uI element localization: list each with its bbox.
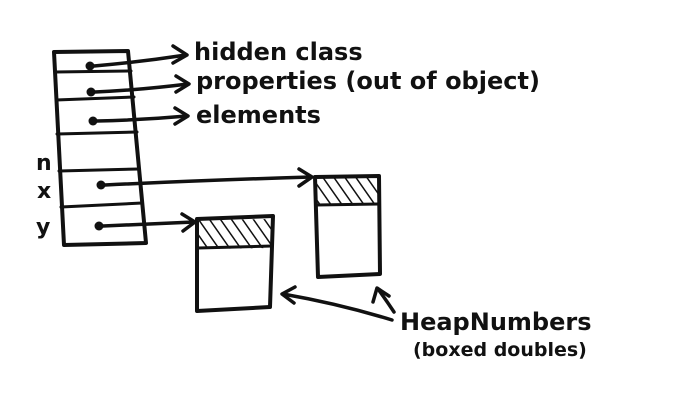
label-properties: properties (out of object) bbox=[196, 67, 540, 95]
js-object-box bbox=[52, 49, 148, 247]
arrow-hidden-class bbox=[92, 44, 189, 68]
label-field-n: n bbox=[36, 151, 52, 176]
pointer-dot-elements bbox=[88, 116, 98, 126]
pointer-dot-y bbox=[94, 221, 104, 231]
arrow-y bbox=[101, 212, 197, 233]
pointer-dot-properties bbox=[86, 87, 96, 97]
label-elements: elements bbox=[196, 101, 321, 129]
label-field-y: y bbox=[36, 215, 50, 240]
label-boxed-doubles: (boxed doubles) bbox=[413, 339, 587, 361]
arrow-x bbox=[103, 167, 314, 188]
pointer-dot-x bbox=[96, 180, 106, 190]
pointer-dot-hidden-class bbox=[85, 61, 95, 71]
heap-number-box-y bbox=[195, 214, 275, 313]
label-field-x: x bbox=[37, 179, 51, 204]
arrow-elements bbox=[95, 106, 190, 126]
arrow-properties bbox=[93, 74, 191, 94]
label-hidden-class: hidden class bbox=[194, 38, 363, 66]
heap-number-box-x bbox=[313, 174, 382, 279]
arrow-heap-label-to-x-box bbox=[371, 286, 396, 314]
arrow-heap-label-to-y-box bbox=[280, 285, 394, 322]
label-heap-numbers: HeapNumbers bbox=[400, 308, 592, 336]
